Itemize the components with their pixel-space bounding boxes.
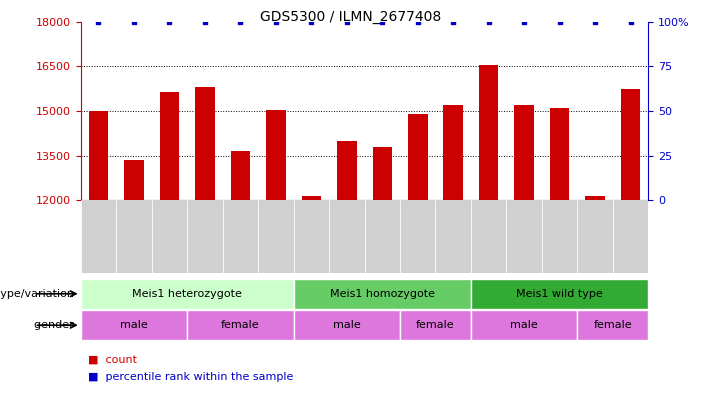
Bar	[471, 310, 578, 340]
Bar	[81, 200, 116, 273]
Bar	[329, 200, 365, 273]
Bar	[187, 310, 294, 340]
Point	[519, 18, 530, 25]
Bar	[294, 279, 471, 309]
Point	[270, 18, 281, 25]
Bar	[613, 200, 648, 273]
Bar	[195, 87, 215, 200]
Point	[554, 18, 565, 25]
Text: Meis1 wild type: Meis1 wild type	[517, 289, 603, 299]
Bar	[81, 279, 294, 309]
Bar	[151, 200, 187, 273]
Bar	[365, 200, 400, 273]
Text: ■  percentile rank within the sample: ■ percentile rank within the sample	[88, 372, 293, 382]
Point	[128, 18, 139, 25]
Point	[412, 18, 423, 25]
Point	[93, 18, 104, 25]
Bar	[542, 200, 578, 273]
Bar	[400, 200, 435, 273]
Bar	[408, 114, 428, 200]
Text: genotype/variation: genotype/variation	[0, 289, 77, 299]
Bar	[578, 200, 613, 273]
Bar	[444, 105, 463, 200]
Bar	[266, 110, 285, 200]
Text: female: female	[594, 320, 632, 330]
Bar	[400, 310, 471, 340]
Bar	[116, 200, 151, 273]
Bar	[337, 141, 357, 200]
Bar	[258, 200, 294, 273]
Bar	[223, 200, 258, 273]
Bar	[515, 105, 534, 200]
Text: female: female	[416, 320, 455, 330]
Point	[164, 18, 175, 25]
Text: female: female	[221, 320, 259, 330]
Bar	[578, 310, 648, 340]
Bar	[550, 108, 569, 200]
Text: Meis1 homozygote: Meis1 homozygote	[329, 289, 435, 299]
Point	[448, 18, 459, 25]
Bar	[160, 92, 179, 200]
Bar	[471, 200, 507, 273]
Point	[235, 18, 246, 25]
Bar	[187, 200, 223, 273]
Bar	[372, 147, 392, 200]
Text: male: male	[510, 320, 538, 330]
Bar	[124, 160, 144, 200]
Bar	[88, 111, 108, 200]
Bar	[506, 200, 542, 273]
Bar	[435, 200, 471, 273]
Text: Meis1 heterozygote: Meis1 heterozygote	[132, 289, 242, 299]
Point	[199, 18, 210, 25]
Bar	[471, 279, 648, 309]
Text: gender: gender	[34, 320, 77, 330]
Bar	[294, 310, 400, 340]
Point	[376, 18, 388, 25]
Text: ■  count: ■ count	[88, 354, 137, 365]
Bar	[301, 196, 321, 200]
Point	[483, 18, 494, 25]
Point	[341, 18, 353, 25]
Bar	[81, 310, 187, 340]
Bar	[621, 89, 641, 200]
Bar	[585, 196, 605, 200]
Point	[306, 18, 317, 25]
Point	[590, 18, 601, 25]
Bar	[479, 65, 498, 200]
Point	[625, 18, 637, 25]
Bar	[294, 200, 329, 273]
Text: male: male	[120, 320, 148, 330]
Bar	[231, 151, 250, 200]
Text: GDS5300 / ILMN_2677408: GDS5300 / ILMN_2677408	[260, 10, 441, 24]
Text: male: male	[333, 320, 360, 330]
